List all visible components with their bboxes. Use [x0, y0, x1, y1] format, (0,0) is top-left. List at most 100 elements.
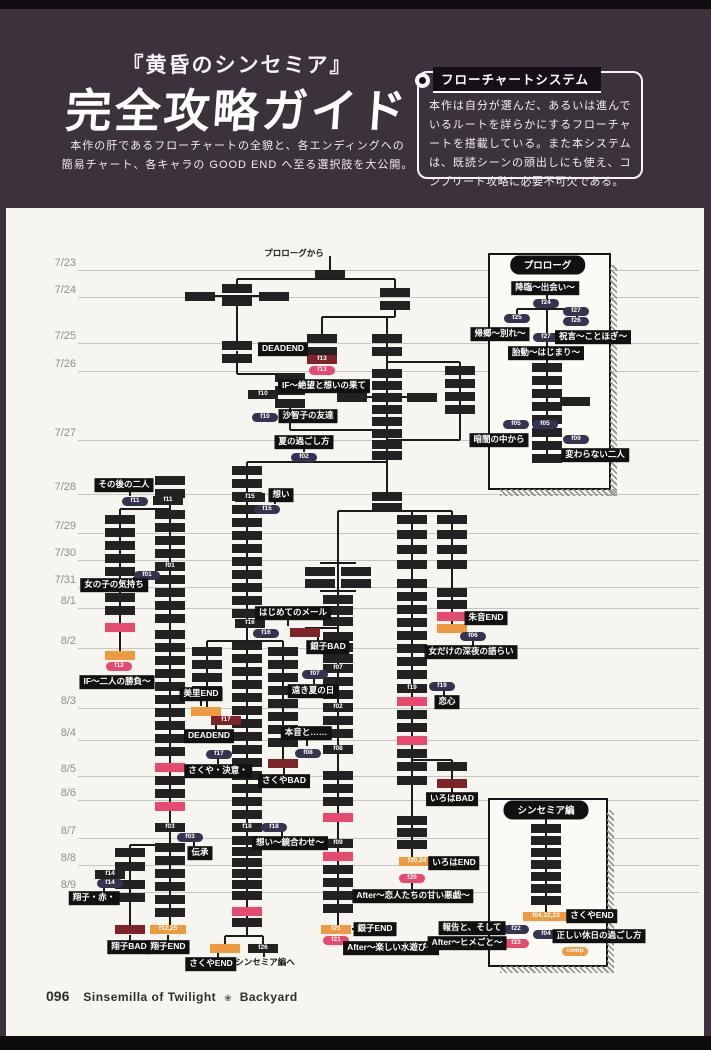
flow-node	[341, 578, 371, 588]
flow-connector	[281, 832, 283, 837]
flow-node	[323, 770, 353, 780]
flow-node	[437, 599, 467, 609]
flow-node-ref: f08	[323, 744, 353, 754]
flow-node	[232, 757, 262, 767]
flow-node	[397, 630, 427, 640]
footer: 096 Sinsemilla of Twilight ❀ Backyard	[46, 988, 298, 1004]
book-section: Backyard	[239, 990, 298, 1004]
flow-node	[155, 733, 185, 743]
flow-node	[315, 269, 345, 279]
flow-node-pink	[232, 906, 262, 916]
flow-node	[105, 540, 135, 550]
date-gridline	[78, 800, 699, 801]
date-label: 7/28	[54, 481, 76, 493]
flow-node	[323, 890, 353, 900]
flow-node	[232, 744, 262, 754]
flow-label: 銀子END	[353, 922, 397, 936]
flow-connector	[215, 725, 217, 731]
flow-node-ref: f13	[307, 354, 337, 364]
flow-ref-pill: f21	[323, 935, 349, 945]
flow-node	[397, 761, 427, 771]
flow-connector	[322, 316, 395, 318]
flow-node	[531, 847, 561, 857]
flow-node	[323, 616, 353, 626]
flowchart-system-title: フローチャートシステム	[433, 67, 602, 93]
flow-node	[232, 595, 262, 605]
flow-connector	[129, 491, 131, 496]
flow-node	[222, 283, 252, 293]
flow-node	[155, 600, 185, 610]
flow-plain-text: シンセミア編へ	[235, 957, 295, 967]
flow-node	[532, 388, 562, 398]
flow-node	[232, 835, 262, 845]
flowchart-system-box: フローチャートシステム 本作は自分が選んだ、あるいは進んでいるルートを詳らかにす…	[415, 67, 643, 188]
date-label: 8/2	[60, 635, 76, 647]
flow-node	[232, 666, 262, 676]
flower-icon: ❀	[224, 993, 232, 1003]
date-gridline	[78, 708, 699, 709]
flow-node	[397, 827, 427, 837]
flow-node-ref: f07	[323, 663, 353, 673]
flow-node	[437, 514, 467, 524]
flow-node-ref: f11	[153, 495, 183, 505]
date-gridline	[78, 560, 699, 561]
date-label: 7/27	[54, 427, 76, 439]
flow-node	[323, 796, 353, 806]
flow-node-orange	[437, 623, 467, 633]
flow-label: 銀子BAD	[306, 640, 350, 654]
flow-node	[155, 707, 185, 717]
flow-node	[397, 643, 427, 653]
flow-node	[185, 291, 215, 301]
date-gridline	[78, 865, 699, 866]
flow-node	[337, 392, 367, 402]
flow-connector	[337, 556, 339, 563]
flow-node	[232, 917, 262, 927]
flow-node	[155, 668, 185, 678]
bullet-circle-icon	[415, 72, 430, 88]
date-label: 8/8	[60, 852, 76, 864]
flow-node	[372, 380, 402, 390]
flow-connector	[313, 679, 315, 684]
flow-node	[232, 582, 262, 592]
flow-node	[341, 566, 371, 576]
flow-label: After～恋人たちの甘い悪戯～	[352, 889, 474, 903]
flow-node	[268, 646, 298, 656]
flow-node	[268, 737, 298, 747]
flow-ref-pill: f04	[533, 929, 559, 939]
flow-connector	[306, 739, 308, 746]
flow-connector	[451, 511, 453, 628]
flow-connector	[236, 296, 238, 349]
flow-label: 夏の過ごし方	[274, 435, 334, 449]
flow-node	[323, 594, 353, 604]
flow-node	[437, 529, 467, 539]
flow-connector	[167, 935, 169, 941]
flow-node	[232, 679, 262, 689]
flow-node-pink	[437, 611, 467, 621]
flow-ref-pill: f22	[503, 924, 529, 934]
flow-node	[232, 504, 262, 514]
date-label: 7/31	[54, 574, 76, 586]
flow-node	[372, 428, 402, 438]
flow-node	[323, 715, 353, 725]
flow-node-ref: f26	[248, 943, 278, 953]
flow-connector	[386, 317, 388, 342]
flow-label: はじめてのメール	[254, 606, 332, 620]
flow-node	[155, 746, 185, 756]
flow-label: その後の二人	[94, 478, 154, 492]
date-gridline	[78, 776, 699, 777]
flow-connector	[287, 618, 289, 626]
flow-node-red	[115, 924, 145, 934]
flow-node	[268, 698, 298, 708]
flow-node	[155, 788, 185, 798]
flow-node	[397, 544, 427, 554]
flow-node	[115, 847, 145, 857]
flow-node	[155, 681, 185, 691]
flowchart-system-title-row: フローチャートシステム	[415, 67, 602, 93]
flow-node-pink	[397, 696, 427, 706]
flow-label: 朱音END	[464, 611, 508, 625]
flow-label: After～ヒメごと～	[427, 936, 507, 950]
flow-connector	[472, 641, 474, 646]
flow-connector	[262, 936, 264, 945]
flow-node	[259, 291, 289, 301]
flow-node-pink	[323, 812, 353, 822]
